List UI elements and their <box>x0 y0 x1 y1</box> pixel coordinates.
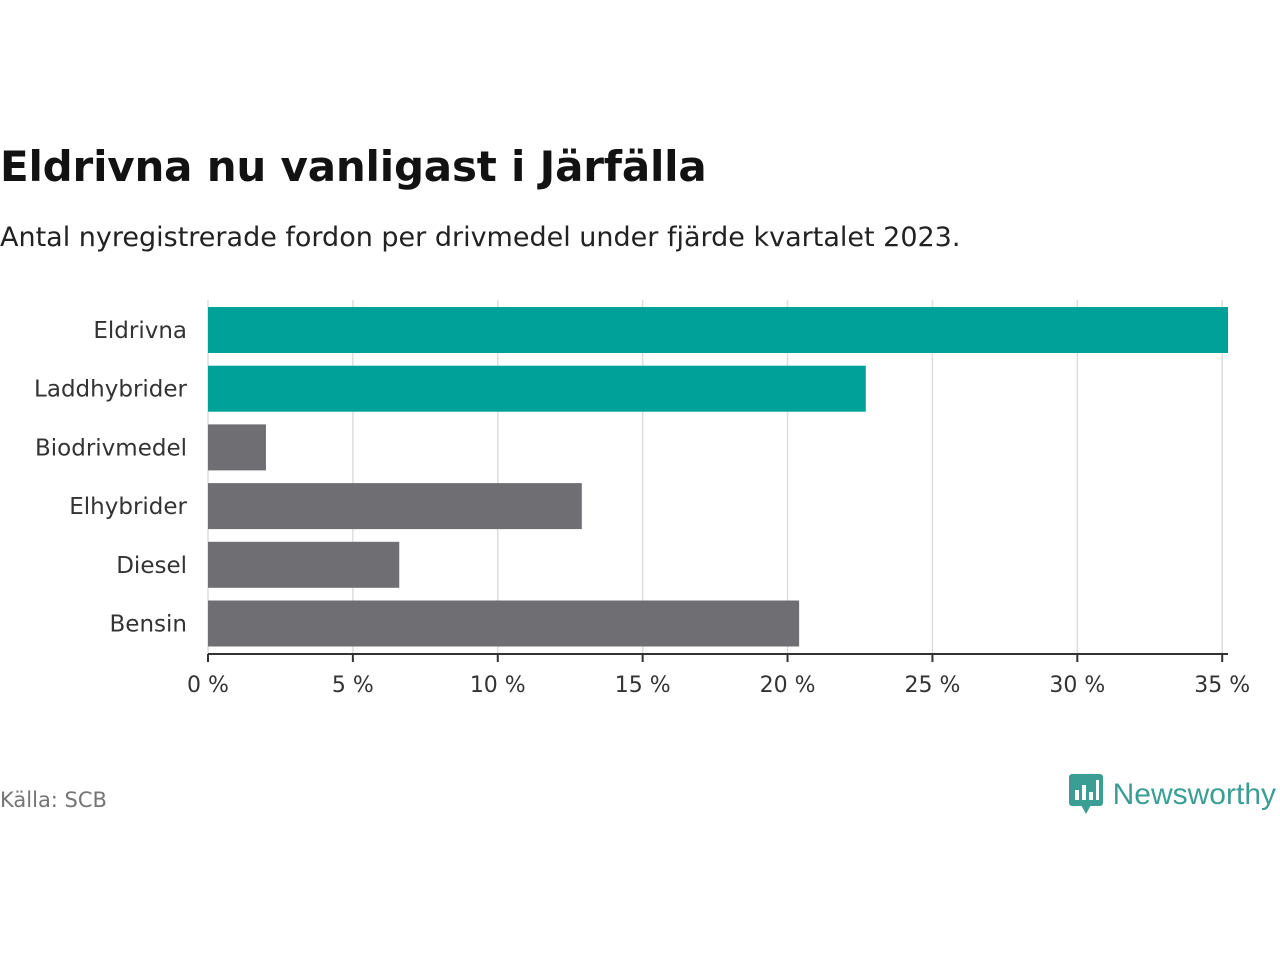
bar-diesel <box>208 541 400 588</box>
chart-subtitle: Antal nyregistrerade fordon per drivmede… <box>0 222 961 253</box>
category-label-diesel: Diesel <box>116 553 187 579</box>
x-tick-label-35: 35 % <box>1194 673 1250 698</box>
x-tick-label-10: 10 % <box>470 673 526 698</box>
x-tick-label-20: 20 % <box>760 673 816 698</box>
bar-eldrivna <box>208 307 1228 353</box>
category-label-bensin: Bensin <box>110 612 187 638</box>
category-label-eldrivna: Eldrivna <box>93 318 187 344</box>
bar-bensin <box>208 600 800 647</box>
chart-title: Eldrivna nu vanligast i Järfälla <box>0 142 707 191</box>
bars <box>208 307 1228 647</box>
x-axis: 0 % 5 % 10 % 15 % 20 % 25 % 30 % 35 % <box>187 653 1250 698</box>
brand: Newsworthy <box>1068 774 1276 816</box>
x-tick-label-15: 15 % <box>615 673 671 698</box>
bar-laddhybrider <box>208 365 866 412</box>
bar-chart: 0 % 5 % 10 % 15 % 20 % 25 % 30 % 35 % Eldrivna L… <box>34 300 1250 698</box>
source-note: Källa: SCB <box>0 788 107 812</box>
x-tick-label-0: 0 % <box>187 673 229 698</box>
x-tick-label-25: 25 % <box>904 673 960 698</box>
bar-biodrivmedel <box>208 424 266 471</box>
category-labels: Eldrivna Laddhybrider Biodrivmedel Elhybrid… <box>34 318 187 638</box>
bar-elhybrider <box>208 483 582 530</box>
category-label-biodrivmedel: Biodrivmedel <box>35 435 187 461</box>
brand-name: Newsworthy <box>1112 778 1276 811</box>
newsworthy-bar-chart-icon <box>1068 774 1103 814</box>
x-tick-label-30: 30 % <box>1049 673 1105 698</box>
category-label-laddhybrider: Laddhybrider <box>34 377 187 403</box>
category-label-elhybrider: Elhybrider <box>69 494 187 520</box>
x-tick-label-5: 5 % <box>332 673 374 698</box>
grid-lines <box>207 300 1223 654</box>
